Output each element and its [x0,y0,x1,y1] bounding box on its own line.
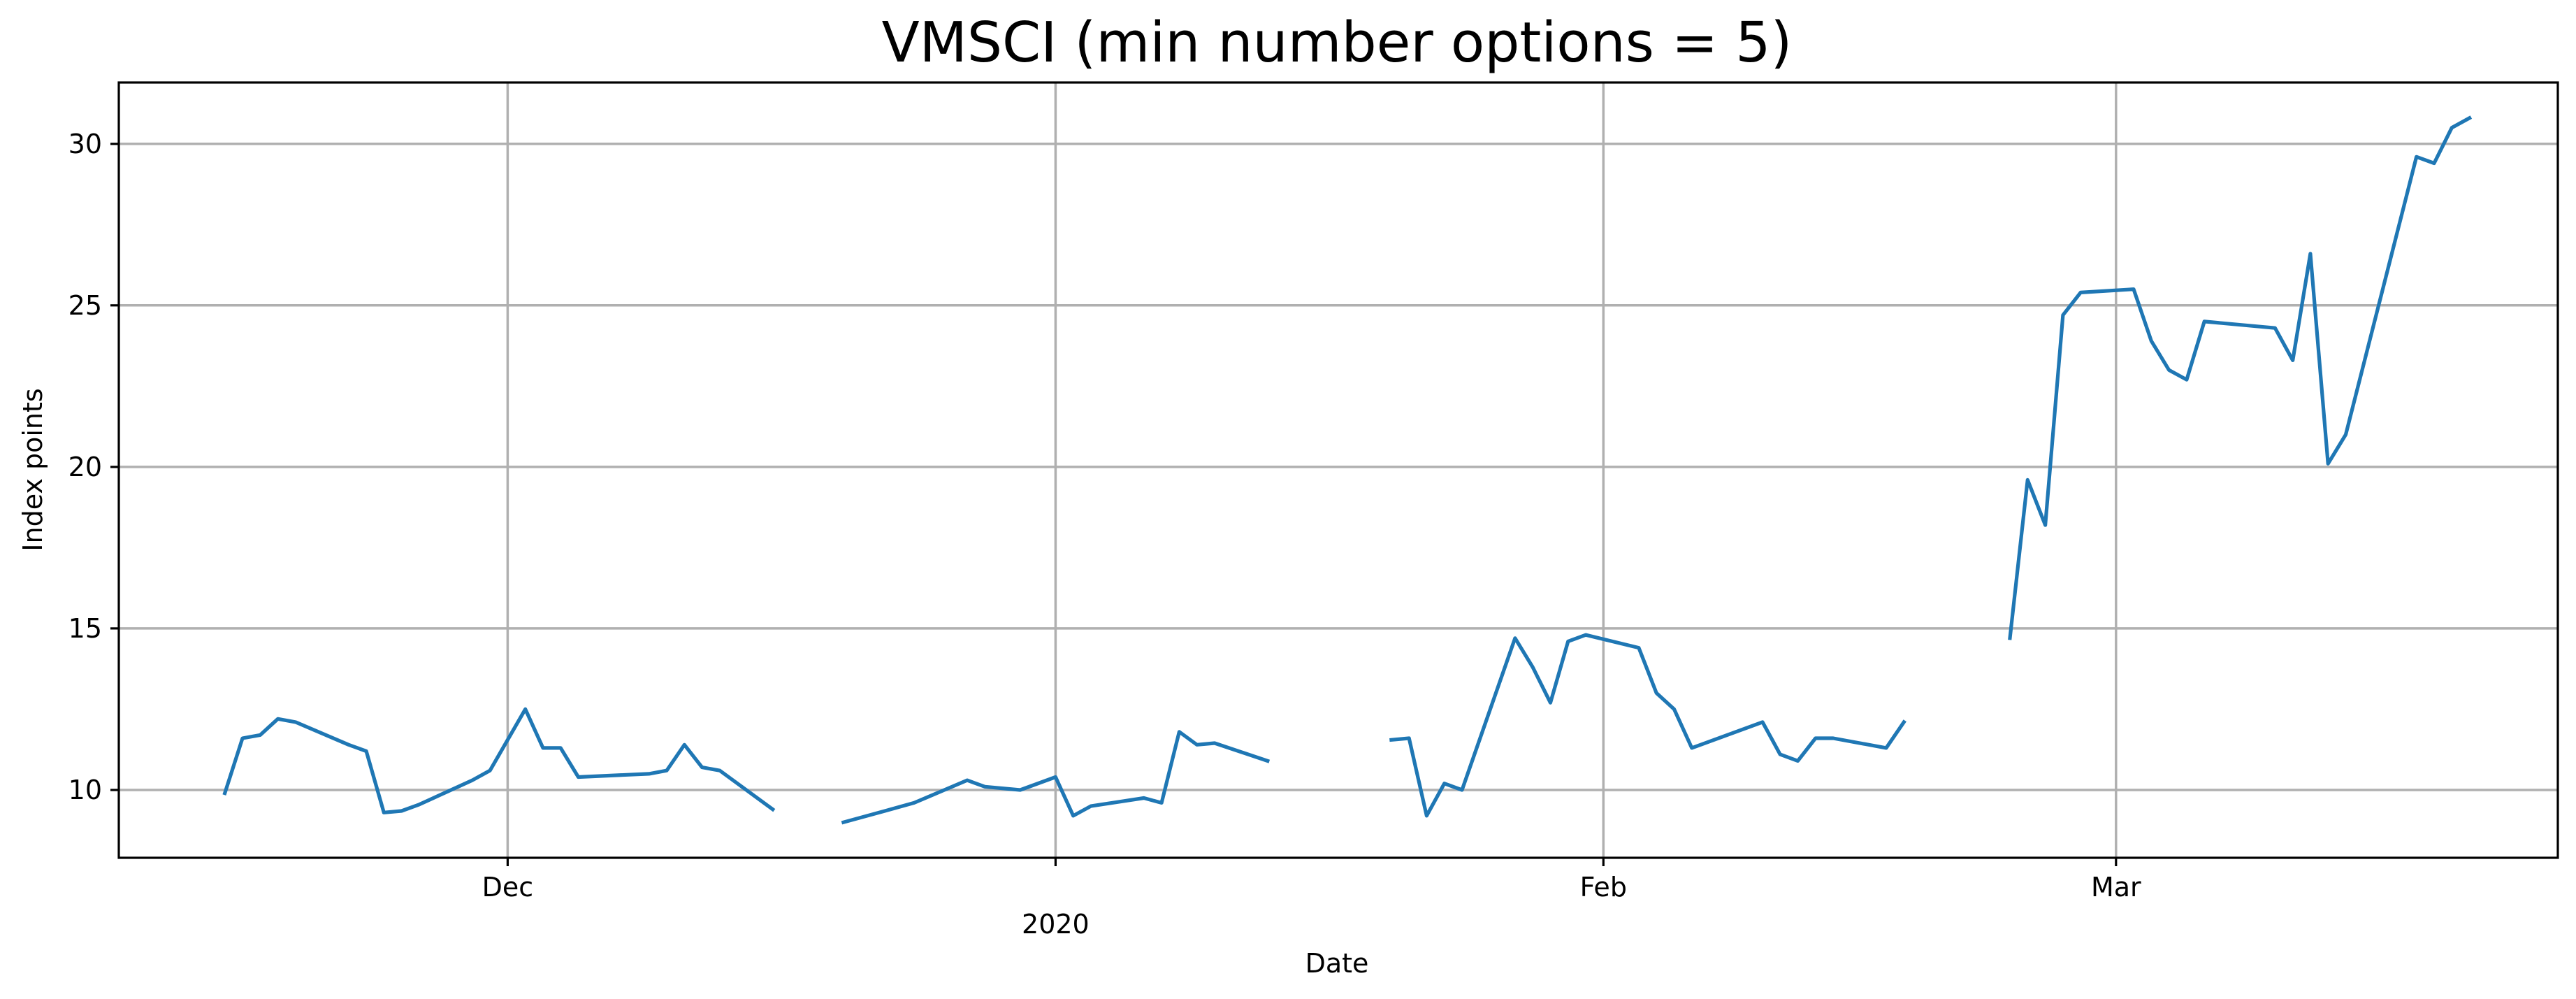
y-tick-label: 15 [68,613,102,644]
y-tick-label: 30 [68,129,102,159]
x-tick-label: 2020 [1022,909,1090,940]
x-tick-label: Feb [1580,872,1627,903]
x-tick-label: Mar [2091,872,2141,903]
series-line-segment [222,707,776,814]
series-line-segment [841,730,1271,825]
axis-ticks: Dec 2020 Feb Mar 10 15 20 25 30 [68,129,2141,940]
y-tick-label: 20 [68,452,102,482]
series-line-segment [2008,115,2473,640]
grid-lines [119,82,2558,858]
x-tick-label: Dec [482,872,534,903]
series-layer [222,115,2473,825]
y-tick-label: 25 [68,290,102,321]
y-axis-label: Index points [17,388,48,551]
x-axis-label: Date [1305,948,1369,979]
series-line-segment [1389,633,1906,818]
chart-title: VMSCI (min number options = 5) [882,10,1793,75]
y-tick-label: 10 [68,775,102,805]
plot-area [119,82,2558,858]
plot-frame [117,81,2559,859]
